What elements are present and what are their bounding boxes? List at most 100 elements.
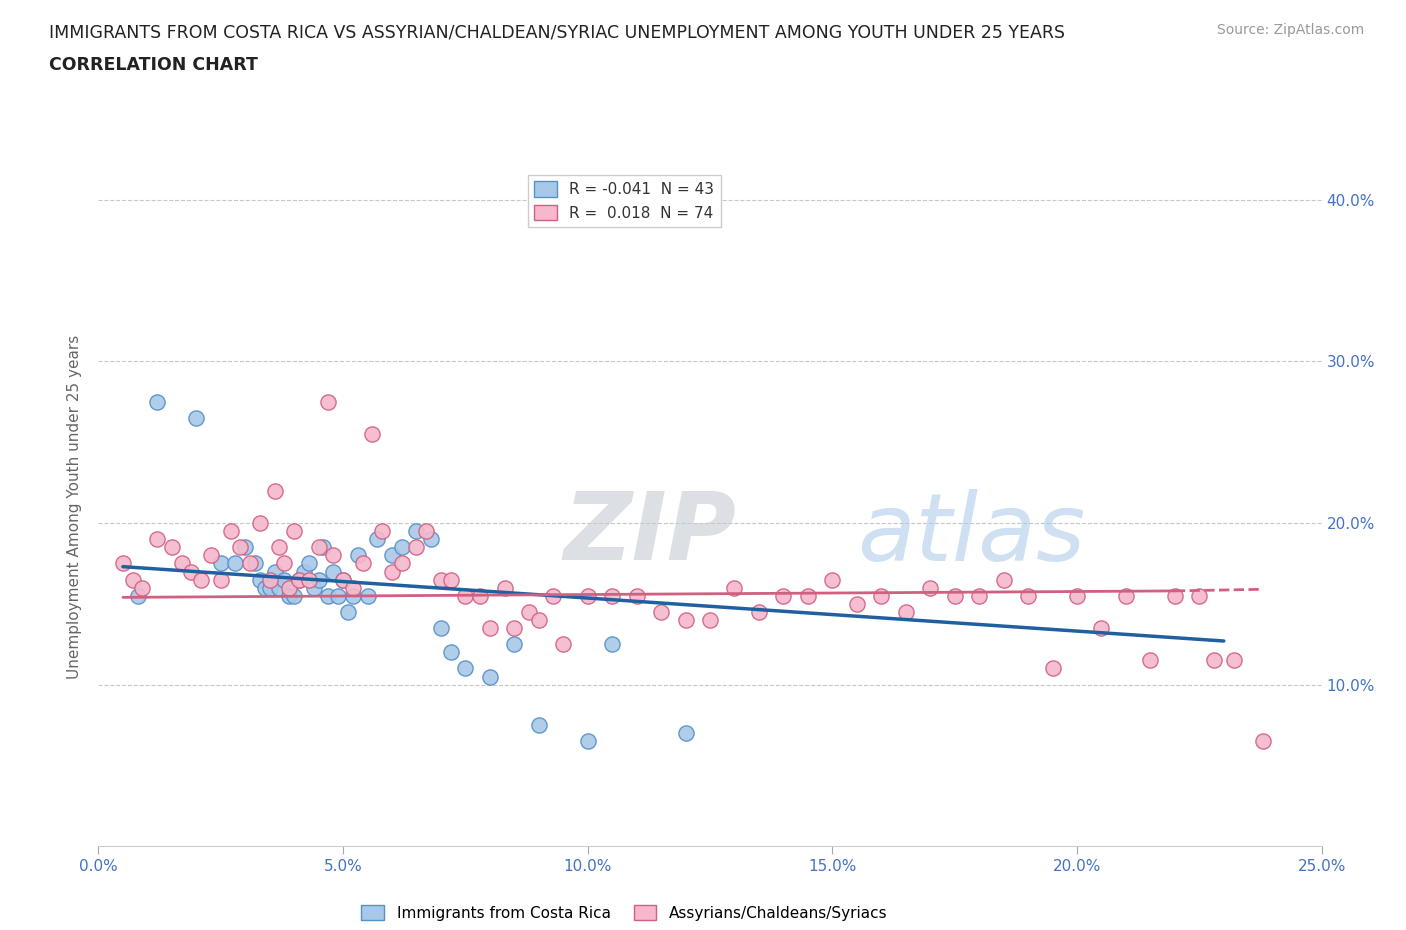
Point [430,620,453,635]
Point [219,524,242,538]
Point [967,589,990,604]
Point [332,572,354,587]
Point [283,524,305,538]
Point [273,572,295,587]
Point [1115,589,1137,604]
Point [772,589,794,604]
Point [224,556,246,571]
Point [318,589,340,604]
Point [494,580,516,595]
Point [253,580,276,595]
Point [920,580,942,595]
Point [346,548,368,563]
Point [318,394,340,409]
Point [440,644,463,659]
Point [160,539,183,554]
Point [278,589,301,604]
Point [576,734,599,749]
Point [121,572,143,587]
Point [723,580,745,595]
Point [600,637,623,652]
Point [503,637,526,652]
Point [269,539,291,554]
Point [894,604,917,619]
Point [342,589,364,604]
Point [312,539,335,554]
Point [748,604,770,619]
Point [517,604,540,619]
Point [259,580,281,595]
Point [503,620,526,635]
Point [381,565,404,579]
Point [361,427,384,442]
Point [675,725,697,740]
Point [391,539,413,554]
Point [273,556,295,571]
Point [209,572,232,587]
Point [943,589,966,604]
Point [308,572,330,587]
Point [415,524,437,538]
Point [993,572,1015,587]
Point [233,539,256,554]
Point [269,580,291,595]
Point [170,556,193,571]
Point [454,661,477,676]
Point [626,589,648,604]
Point [1251,734,1274,749]
Point [332,572,354,587]
Point [243,556,266,571]
Point [527,613,550,628]
Point [478,620,501,635]
Point [821,572,844,587]
Point [797,589,820,604]
Point [650,604,672,619]
Text: CORRELATION CHART: CORRELATION CHART [49,56,259,73]
Point [699,613,721,628]
Point [322,565,344,579]
Point [430,572,453,587]
Point [1164,589,1187,604]
Point [288,572,311,587]
Point [356,589,378,604]
Point [543,589,565,604]
Legend: Immigrants from Costa Rica, Assyrians/Chaldeans/Syriacs: Immigrants from Costa Rica, Assyrians/Ch… [356,898,893,927]
Point [308,539,330,554]
Point [131,580,153,595]
Point [146,394,169,409]
Point [263,484,285,498]
Point [127,589,149,604]
Point [553,637,575,652]
Point [336,604,359,619]
Point [371,524,394,538]
Point [292,565,315,579]
Point [259,572,281,587]
Point [278,580,301,595]
Point [468,589,491,604]
Point [454,589,477,604]
Point [420,532,443,547]
Point [870,589,893,604]
Point [288,572,311,587]
Point [381,548,404,563]
Point [576,589,599,604]
Point [600,589,623,604]
Point [302,580,325,595]
Point [1090,620,1112,635]
Point [440,572,463,587]
Point [239,556,262,571]
Point [209,556,232,571]
Point [190,572,212,587]
Point [229,539,252,554]
Point [283,589,305,604]
Point [391,556,413,571]
Y-axis label: Unemployment Among Youth under 25 years: Unemployment Among Youth under 25 years [67,335,83,679]
Point [405,524,427,538]
Point [298,572,321,587]
Point [146,532,169,547]
Point [263,565,285,579]
Text: IMMIGRANTS FROM COSTA RICA VS ASSYRIAN/CHALDEAN/SYRIAC UNEMPLOYMENT AMONG YOUTH : IMMIGRANTS FROM COSTA RICA VS ASSYRIAN/C… [49,23,1066,41]
Point [200,548,222,563]
Text: Source: ZipAtlas.com: Source: ZipAtlas.com [1216,23,1364,37]
Text: atlas: atlas [856,488,1085,579]
